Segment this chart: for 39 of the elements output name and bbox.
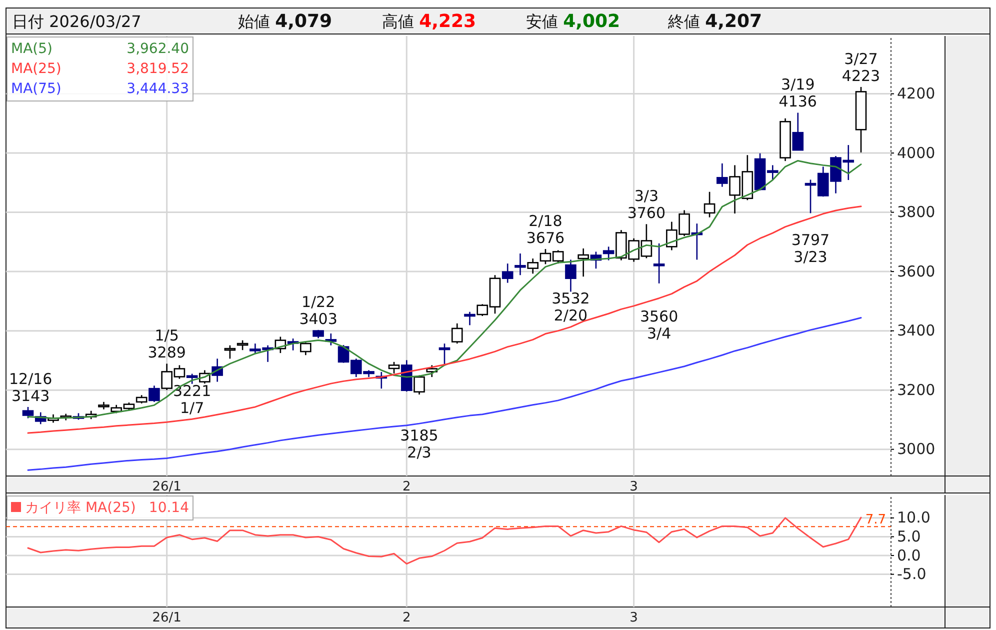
x-tick-label: 2 [402,480,411,495]
text: 日付 2026/03/27 [12,12,142,31]
y-tick-label: 10.0 [897,508,930,527]
annotation: 3185 2/3 [400,426,438,462]
annotation: 3532 2/20 [552,290,590,325]
annotation: 1/22 3403 [299,292,338,328]
y-tick-label: 4000 [897,144,936,162]
x-tick-label: 26/1 [152,610,182,626]
text: MA(75) 3,444.33 [11,81,189,97]
y-tick-label: 4200 [897,84,936,103]
x-tick-label: 3 [630,480,638,495]
annotation: 12/16 3143 [9,370,52,405]
annotation: 3560 3/4 [640,307,678,342]
y-tick-label: 3000 [897,440,936,458]
annotation: 3797 3/23 [791,231,830,266]
y-tick-label: 3800 [897,203,936,222]
x-tick-label: 2 [402,610,411,626]
x-tick-label: 3 [630,610,638,626]
y-tick-label: 5.0 [897,528,921,546]
text: MA(25) 3,819.52 [11,61,189,77]
text: 終値 4,207 [667,11,762,32]
annotation: 2/18 3676 [526,212,565,248]
y-tick-label: 3400 [897,322,936,340]
y-tick-label: 3200 [897,380,936,399]
annotation: 1/5 3289 [148,326,186,362]
annotation: 3/3 3760 [627,187,666,222]
legend-label: カイリ率 MA(25) 10.14 [25,500,190,516]
x-tick-label: 26/1 [152,480,182,495]
y-tick-label: -5.0 [897,565,926,584]
ref-line-label: 7.7 [865,512,886,528]
text: 始値 4,079 [238,11,332,32]
annotation: 3221 1/7 [172,382,212,417]
text: MA(5) 3,962.40 [11,41,189,57]
text: 高値 4,223 [382,11,476,32]
annotation: 3/19 4136 [778,76,817,111]
text: 安値 4,002 [526,11,620,32]
y-tick-label: 3600 [897,262,936,280]
y-tick-label: 0.0 [897,546,921,564]
annotation: 3/27 4223 [842,50,880,85]
